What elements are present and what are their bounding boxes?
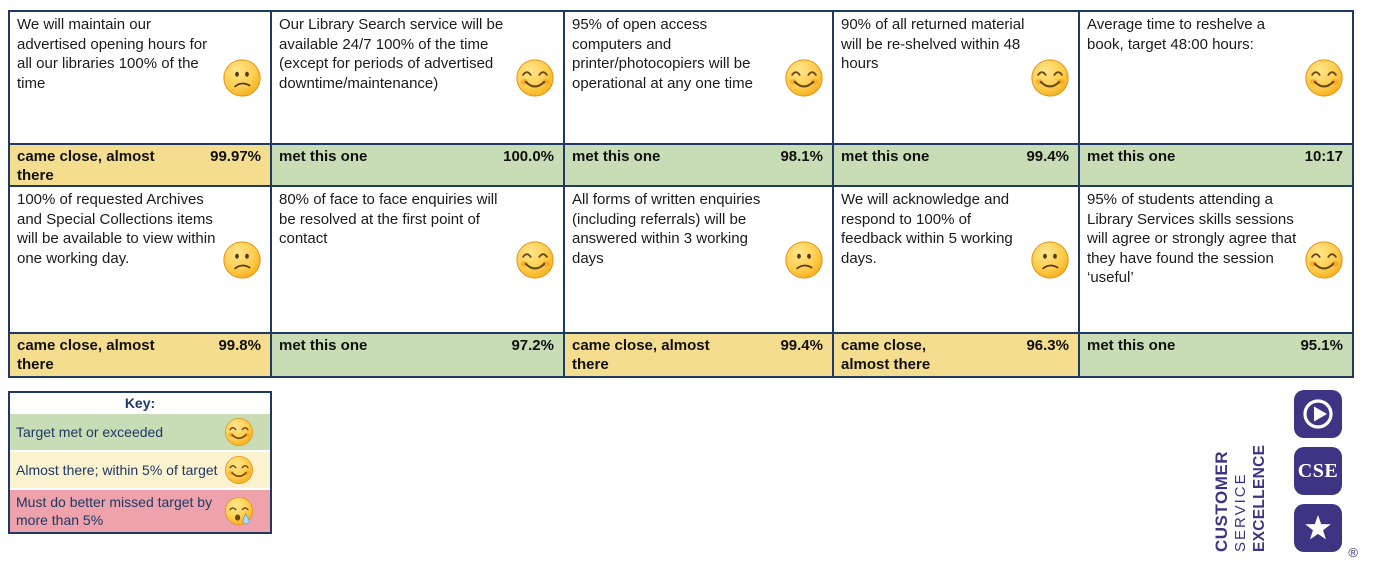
status-value: 99.97%	[210, 148, 261, 165]
target-text: We will acknowledge and respond to 100% …	[841, 191, 1013, 267]
key-label: Must do better missed target by more tha…	[16, 494, 213, 528]
status-row: met this one 100.0%	[272, 145, 563, 185]
target-card: 80% of face to face enquiries will be re…	[272, 187, 563, 332]
target-card: We will maintain our advertised opening …	[10, 12, 270, 143]
status-value: 99.4%	[1026, 148, 1069, 165]
cse-badge: CSE	[1294, 447, 1342, 495]
key-label: Almost there; within 5% of target	[16, 462, 218, 478]
status-label: came close, almost there	[17, 337, 155, 373]
registered-mark: ®	[1348, 545, 1358, 560]
status-value: 99.8%	[218, 337, 261, 354]
key-panel: Key: Target met or exceeded Almost there…	[8, 391, 272, 534]
cse-logo: CUSTOMER SERVICE EXCELLENCE CSE ®	[1212, 390, 1358, 560]
target-text: 100% of requested Archives and Special C…	[17, 191, 216, 267]
target-text: 90% of all returned material will be re-…	[841, 16, 1025, 72]
target-card: All forms of written enquiries (includin…	[565, 187, 832, 332]
logo-squares: CSE	[1294, 390, 1342, 552]
confused-face-icon	[218, 15, 266, 140]
status-value: 95.1%	[1300, 337, 1343, 354]
target-text: We will maintain our advertised opening …	[17, 16, 208, 92]
target-text: All forms of written enquiries (includin…	[572, 191, 761, 267]
target-text: Our Library Search service will be avail…	[279, 16, 504, 92]
status-value: 97.2%	[511, 337, 554, 354]
smiling-face-icon	[224, 417, 254, 447]
status-row: met this one 97.2%	[272, 334, 563, 376]
status-row: came close, almost there 99.4%	[565, 334, 832, 376]
target-card: 95% of open access computers and printer…	[565, 12, 832, 143]
status-label: came close, almost there	[572, 337, 710, 373]
status-value: 100.0%	[503, 148, 554, 165]
status-value: 99.4%	[780, 337, 823, 354]
smiling-face-icon	[780, 15, 828, 140]
targets-table: We will maintain our advertised opening …	[8, 10, 1354, 378]
status-label: met this one	[279, 148, 368, 165]
sleepy-face-icon	[224, 496, 254, 526]
status-label: came close, almost there	[17, 148, 155, 184]
logo-word-service: SERVICE	[1232, 472, 1249, 552]
key-row: Almost there; within 5% of target	[10, 452, 270, 488]
status-row: came close, almost there 99.97%	[10, 145, 270, 185]
status-value: 98.1%	[780, 148, 823, 165]
status-row: met this one 98.1%	[565, 145, 832, 185]
smiling-face-icon	[511, 15, 559, 140]
status-value: 96.3%	[1026, 337, 1069, 354]
status-label: met this one	[1087, 337, 1176, 354]
key-row: Must do better missed target by more tha…	[10, 490, 270, 532]
target-card: Average time to reshelve a book, target …	[1080, 12, 1352, 143]
target-card: 90% of all returned material will be re-…	[834, 12, 1078, 143]
target-text: 80% of face to face enquiries will be re…	[279, 191, 498, 247]
status-row: came close, almost there 96.3%	[834, 334, 1078, 376]
logo-vertical-text: CUSTOMER SERVICE EXCELLENCE	[1212, 434, 1270, 552]
target-text: Average time to reshelve a book, target …	[1087, 16, 1266, 53]
confused-face-icon	[218, 190, 266, 329]
smiling-face-icon	[1300, 15, 1348, 140]
status-label: came close, almost there	[841, 337, 931, 373]
target-card: 100% of requested Archives and Special C…	[10, 187, 270, 332]
star-icon	[1294, 504, 1342, 552]
status-label: met this one	[279, 337, 368, 354]
target-text: 95% of open access computers and printer…	[572, 16, 753, 92]
smiling-face-icon	[224, 455, 254, 485]
status-value: 10:17	[1304, 148, 1343, 165]
status-label: met this one	[572, 148, 661, 165]
target-card: We will acknowledge and respond to 100% …	[834, 187, 1078, 332]
status-label: met this one	[1087, 148, 1176, 165]
logo-word-excellence: EXCELLENCE	[1251, 444, 1268, 552]
smiling-face-icon	[511, 190, 559, 329]
key-title: Key:	[10, 393, 270, 412]
key-row: Target met or exceeded	[10, 414, 270, 450]
cse-badge-label: CSE	[1297, 459, 1339, 482]
smiling-face-icon	[1300, 190, 1348, 329]
key-label: Target met or exceeded	[16, 424, 164, 440]
status-row: met this one 95.1%	[1080, 334, 1352, 376]
status-row: met this one 99.4%	[834, 145, 1078, 185]
confused-face-icon	[1026, 190, 1074, 329]
logo-word-customer: CUSTOMER	[1212, 451, 1231, 552]
status-row: came close, almost there 99.8%	[10, 334, 270, 376]
status-label: met this one	[841, 148, 930, 165]
status-row: met this one 10:17	[1080, 145, 1352, 185]
target-text: 95% of students attending a Library Serv…	[1087, 191, 1297, 286]
target-card: Our Library Search service will be avail…	[272, 12, 563, 143]
play-icon	[1294, 390, 1342, 438]
confused-face-icon	[780, 190, 828, 329]
smiling-face-icon	[1026, 15, 1074, 140]
target-card: 95% of students attending a Library Serv…	[1080, 187, 1352, 332]
